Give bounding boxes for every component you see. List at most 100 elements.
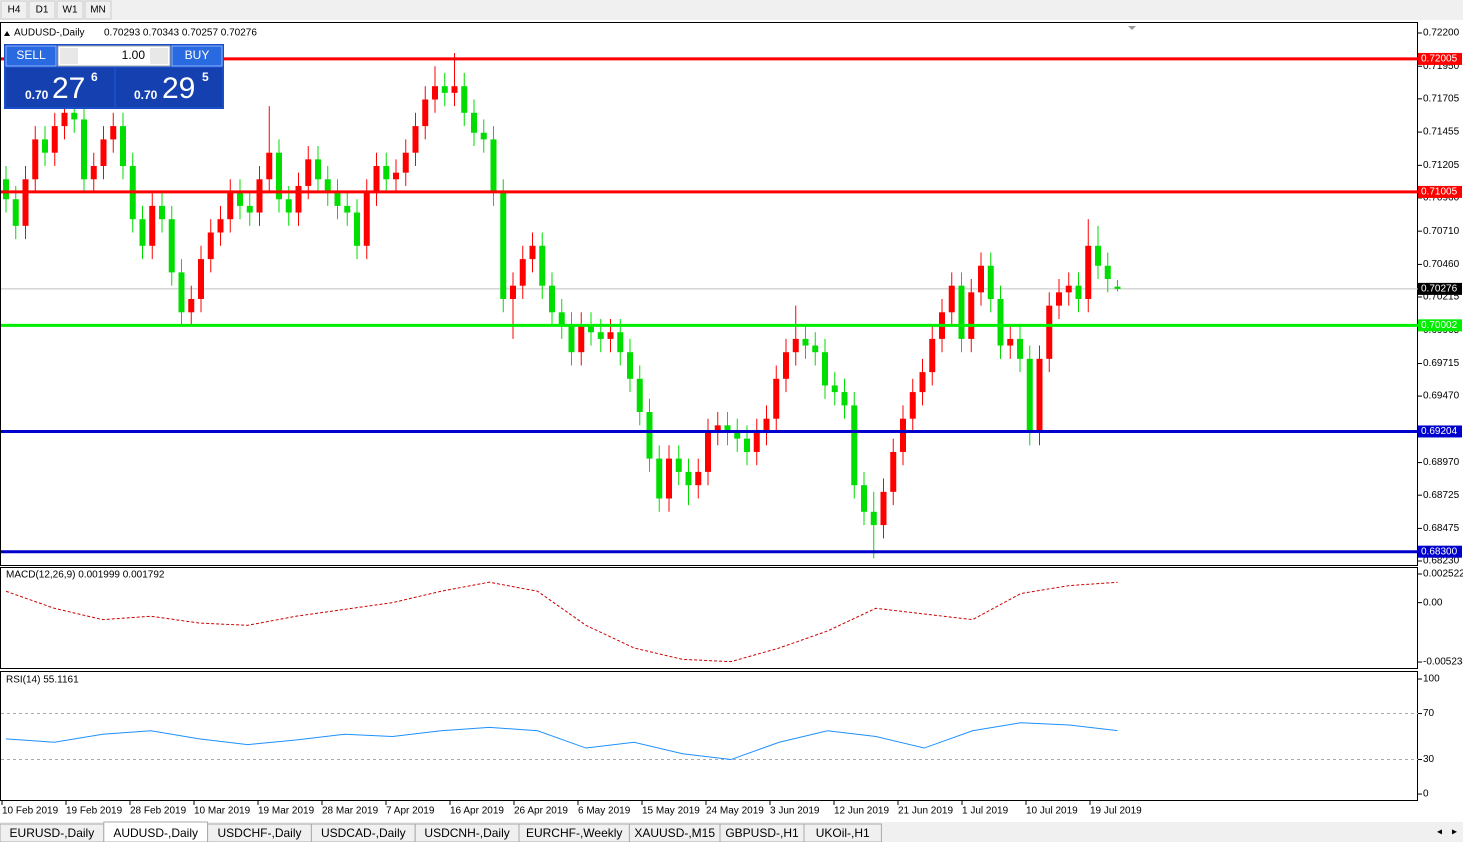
tab-label[interactable]: USDCHF-,Daily — [218, 826, 302, 840]
candle-body — [51, 126, 58, 153]
candle-body — [256, 179, 263, 213]
candle-body — [529, 245, 536, 260]
y-tick-label: 30 — [1423, 754, 1435, 765]
candle-body — [305, 159, 312, 186]
tab-scroll-right[interactable]: ▸ — [1452, 827, 1457, 838]
candle-body — [324, 179, 331, 193]
x-tick-label: 10 Feb 2019 — [2, 806, 59, 817]
x-tick-label: 6 May 2019 — [578, 806, 631, 817]
x-tick-label: 19 Feb 2019 — [66, 806, 123, 817]
candle-body — [178, 272, 185, 313]
tab-label[interactable]: EURCHF-,Weekly — [526, 826, 622, 840]
rsi-title: RSI(14) 55.1161 — [6, 675, 79, 686]
tab[interactable] — [803, 823, 882, 842]
candle-body — [451, 86, 458, 93]
y-tick-label: 0.71455 — [1423, 127, 1460, 138]
candle-body — [870, 511, 877, 526]
x-tick-label: 19 Mar 2019 — [258, 806, 315, 817]
candle-body — [168, 219, 175, 273]
candle-body — [217, 219, 224, 233]
timeframe-button[interactable] — [84, 0, 112, 20]
tab-label[interactable]: EURUSD-,Daily — [10, 826, 95, 840]
buy-price-box[interactable] — [116, 68, 222, 107]
candle-body — [1065, 285, 1072, 293]
toolbar — [0, 0, 1463, 20]
tab-label[interactable]: XAUUSD-,M15 — [634, 826, 715, 840]
sell-big: 27 — [52, 72, 85, 105]
candle-body — [81, 119, 87, 180]
level-label: 0.68300 — [1421, 546, 1458, 557]
candle-body — [1085, 245, 1092, 299]
y-tick-label: 0 — [1423, 789, 1429, 800]
chart-menu-arrow[interactable] — [4, 31, 10, 36]
candle-body — [71, 112, 78, 120]
level-label-box — [1418, 185, 1462, 198]
tab-label[interactable]: GBPUSD-,H1 — [725, 826, 799, 840]
candle-body — [334, 192, 341, 206]
lots-up[interactable] — [150, 48, 168, 64]
candle-body — [773, 378, 780, 419]
candle-body — [558, 312, 565, 326]
tab-label[interactable]: UKOil-,H1 — [816, 826, 870, 840]
sell-button[interactable] — [5, 45, 57, 67]
candle-body — [519, 259, 526, 286]
tab-label[interactable]: USDCNH-,Daily — [424, 826, 509, 840]
tab-label[interactable]: AUDUSD-,Daily — [113, 826, 198, 840]
candle-body — [597, 332, 604, 339]
sell-label[interactable]: SELL — [16, 48, 46, 62]
level-label: 0.69204 — [1421, 426, 1458, 437]
x-tick-label: 7 Apr 2019 — [386, 806, 435, 817]
candle-body — [978, 265, 984, 293]
y-tick-label: 0.69715 — [1423, 358, 1460, 369]
x-tick-label: 21 Jun 2019 — [898, 806, 953, 817]
candle-body — [285, 199, 292, 213]
candle-body — [61, 112, 68, 127]
timeframe-button[interactable] — [56, 0, 84, 20]
candle-body — [246, 205, 253, 213]
candle-body — [812, 345, 819, 353]
level-label-box — [1418, 425, 1462, 438]
candle-body — [237, 192, 243, 206]
candle-body — [617, 332, 624, 353]
tab-scroll-left[interactable]: ◂ — [1437, 827, 1442, 838]
lots-down[interactable] — [60, 48, 78, 64]
y-tick-label: 0.70460 — [1423, 259, 1460, 270]
candle-body — [987, 265, 994, 299]
candle-body — [227, 192, 234, 220]
candle-body — [139, 219, 146, 246]
timeframe-label[interactable]: H4 — [8, 5, 21, 16]
buy-prefix: 0.70 — [134, 88, 158, 102]
sell-price-box[interactable] — [6, 68, 114, 107]
candle-body — [958, 285, 965, 339]
y-tick-label: 100 — [1423, 674, 1440, 685]
current-price-box — [1418, 282, 1462, 295]
timeframe-label[interactable]: W1 — [63, 5, 78, 16]
buy-label[interactable]: BUY — [185, 48, 210, 62]
y-tick-label: 0.72200 — [1423, 28, 1460, 39]
lots-input[interactable] — [57, 45, 171, 67]
timeframe-label[interactable]: D1 — [36, 5, 49, 16]
candle-body — [344, 205, 351, 213]
timeframe-button[interactable] — [28, 0, 56, 20]
lots-value[interactable]: 1.00 — [122, 48, 146, 62]
level-label-box — [1418, 545, 1462, 558]
buy-button[interactable] — [171, 45, 223, 67]
tab-label[interactable]: USDCAD-,Daily — [321, 826, 406, 840]
y-tick-label: -0.005234 — [1423, 657, 1463, 668]
candle-body — [578, 325, 585, 353]
macd-title: MACD(12,26,9) 0.001999 0.001792 — [6, 570, 165, 581]
candle-body — [695, 471, 702, 486]
y-tick-label: 0.68230 — [1423, 556, 1460, 567]
candle-body — [198, 259, 204, 299]
candle-body — [363, 192, 370, 246]
timeframe-button[interactable] — [0, 0, 28, 20]
candle-body — [666, 458, 672, 499]
timeframe-label[interactable]: MN — [90, 5, 106, 16]
candle-body — [549, 285, 555, 313]
y-tick-label: 0.71950 — [1423, 61, 1460, 72]
level-label: 0.70002 — [1421, 320, 1458, 331]
candle-body — [393, 172, 399, 180]
candle-body — [675, 458, 682, 472]
buy-big: 29 — [162, 72, 195, 105]
candle-body — [1017, 338, 1023, 359]
